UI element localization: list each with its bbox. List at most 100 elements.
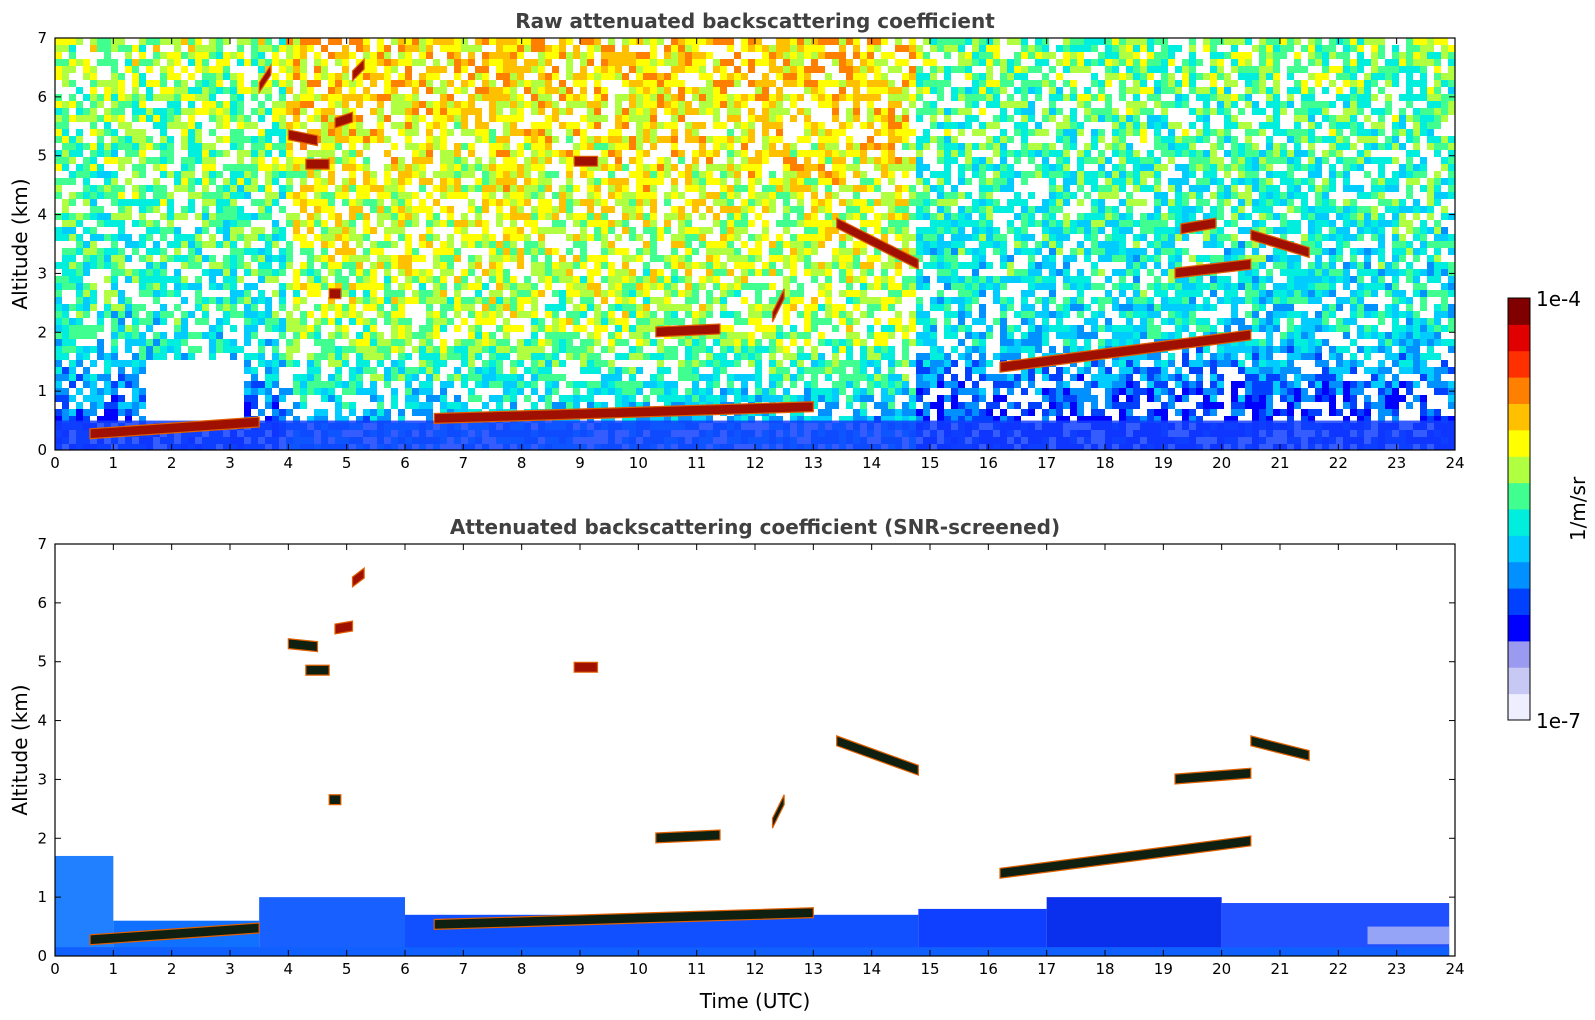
- colorbar-band: [1508, 509, 1530, 536]
- y-tick-label: 7: [37, 29, 47, 47]
- x-tick-label: 13: [804, 454, 823, 472]
- panel-raw: Raw attenuated backscattering coefficien…: [8, 9, 1465, 472]
- colorbar-band: [1508, 693, 1530, 721]
- x-tick-label: 2: [167, 960, 177, 978]
- x-tick-label: 9: [575, 960, 585, 978]
- x-tick-label: 20: [1212, 454, 1231, 472]
- x-tick-label: 11: [687, 454, 706, 472]
- y-tick-label: 5: [37, 147, 47, 165]
- x-axis-label: Time (UTC): [699, 989, 811, 1013]
- colorbar: 1e-4 1e-7 1/m/sr: [1507, 287, 1590, 733]
- colorbar-bands: [1508, 298, 1530, 721]
- cloud-layer: [836, 217, 919, 271]
- x-tick-label: 7: [459, 454, 469, 472]
- y-axis-label-raw: Altitude (km): [8, 178, 32, 309]
- colorbar-frame: [1507, 297, 1531, 721]
- heatmap-screened: [55, 544, 1455, 956]
- cloud-layers: [89, 57, 1310, 440]
- cloud-layer: [1250, 229, 1310, 259]
- x-tick-label: 7: [459, 960, 469, 978]
- x-tick-label: 3: [225, 454, 235, 472]
- y-tick-label: 3: [37, 264, 47, 282]
- x-tick-label: 13: [804, 960, 823, 978]
- y-axis-label-screened: Altitude (km): [8, 684, 32, 815]
- y-tick-label: 6: [37, 594, 47, 612]
- cloud-layer: [433, 907, 814, 931]
- x-tick-label: 11: [687, 960, 706, 978]
- y-tick-label: 1: [37, 888, 47, 906]
- y-tick-label: 0: [37, 947, 47, 965]
- y-tick-label: 6: [37, 88, 47, 106]
- cloud-layer: [328, 288, 342, 300]
- cloud-layer: [305, 158, 330, 170]
- x-tick-label: 4: [284, 454, 294, 472]
- x-tick-label: 1: [109, 454, 119, 472]
- x-tick-label: 0: [50, 454, 60, 472]
- x-tick-label: 19: [1154, 960, 1173, 978]
- y-tick-label: 2: [37, 323, 47, 341]
- x-tick-label: 14: [862, 454, 881, 472]
- noise-background: [55, 38, 1455, 450]
- cloud-layer: [771, 794, 785, 829]
- x-tick-label: 15: [920, 960, 939, 978]
- x-tick-label: 22: [1329, 960, 1348, 978]
- y-tick-label: 2: [37, 829, 47, 847]
- x-tick-label: 5: [342, 960, 352, 978]
- x-tick-label: 10: [629, 960, 648, 978]
- cloud-layer: [999, 329, 1252, 373]
- x-tick-label: 22: [1329, 454, 1348, 472]
- x-tick-label: 6: [400, 960, 410, 978]
- colorbar-band: [1508, 561, 1530, 589]
- cloud-layer: [287, 638, 319, 653]
- cloud-layer: [1180, 217, 1217, 235]
- panel-title-screened: Attenuated backscattering coefficient (S…: [450, 515, 1060, 539]
- x-tick-label: 12: [745, 454, 764, 472]
- cloud-layer: [334, 111, 354, 129]
- x-tick-label: 6: [400, 454, 410, 472]
- panel-screened: Attenuated backscattering coefficient (S…: [8, 515, 1465, 1013]
- cloud-layer: [351, 566, 365, 589]
- cloud-layer: [334, 620, 354, 635]
- colorbar-band: [1508, 403, 1530, 431]
- x-tick-label: 16: [979, 454, 998, 472]
- x-tick-label: 23: [1387, 960, 1406, 978]
- y-ticks-screened: 0 1 2 3 4 5 6 7: [37, 535, 1455, 965]
- y-tick-label: 7: [37, 535, 47, 553]
- cloud-layer: [433, 401, 814, 425]
- boundary-layer: [55, 855, 1450, 956]
- x-tick-label: 1: [109, 960, 119, 978]
- x-tick-label: 19: [1154, 454, 1173, 472]
- colorbar-band: [1508, 588, 1530, 615]
- cloud-layer: [655, 829, 721, 844]
- cloud-layer: [305, 664, 330, 676]
- cloud-layer: [1174, 767, 1252, 785]
- x-tick-label: 3: [225, 960, 235, 978]
- cloud-layer: [771, 288, 785, 323]
- colorbar-band: [1508, 350, 1530, 378]
- x-tick-label: 15: [920, 454, 939, 472]
- cloud-layer: [655, 323, 721, 338]
- colorbar-band: [1508, 429, 1530, 457]
- x-tick-label: 4: [284, 960, 294, 978]
- colorbar-min-label: 1e-7: [1536, 709, 1581, 733]
- colorbar-band: [1508, 324, 1530, 352]
- cloud-layer: [89, 416, 260, 440]
- y-tick-label: 0: [37, 441, 47, 459]
- x-tick-label: 14: [862, 960, 881, 978]
- x-tick-label: 21: [1270, 454, 1289, 472]
- cloud-layers: [89, 566, 1310, 946]
- x-tick-label: 20: [1212, 960, 1231, 978]
- colorbar-band: [1508, 667, 1530, 695]
- x-tick-label: 18: [1095, 960, 1114, 978]
- y-tick-label: 5: [37, 653, 47, 671]
- cloud-layer: [258, 63, 272, 95]
- x-tick-label: 5: [342, 454, 352, 472]
- x-tick-label: 10: [629, 454, 648, 472]
- y-tick-label: 1: [37, 382, 47, 400]
- cloud-layer: [836, 735, 919, 777]
- cloud-layer: [999, 835, 1252, 879]
- cloud-layer: [573, 661, 599, 673]
- x-tick-label: 9: [575, 454, 585, 472]
- colorbar-max-label: 1e-4: [1536, 287, 1581, 311]
